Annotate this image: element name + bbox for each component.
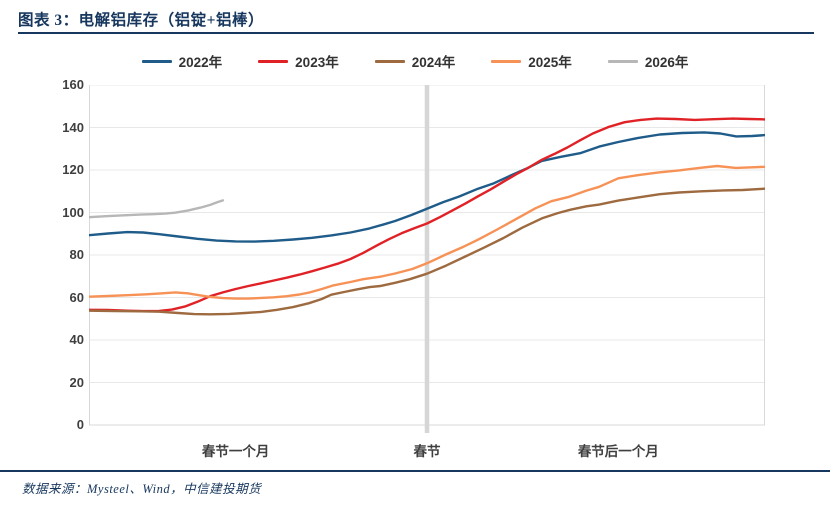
y-tick-80: 80 xyxy=(69,247,84,262)
title-divider xyxy=(18,32,814,35)
legend-label: 2026年 xyxy=(644,55,689,70)
legend-item-2024: 2024年 xyxy=(374,51,456,71)
x-tick-春节一个月: 春节一个月 xyxy=(201,444,270,459)
series-line-2025 xyxy=(89,164,765,300)
legend-label: 2025年 xyxy=(528,55,572,70)
chart-title: 图表 3：电解铝库存（铝锭+铝棒） xyxy=(18,12,264,29)
legend-item-2026: 2026年 xyxy=(607,51,689,71)
legend-swatch-icon xyxy=(141,59,172,63)
y-tick-40: 40 xyxy=(69,332,84,347)
legend-label: 2023年 xyxy=(295,55,339,70)
y-tick-100: 100 xyxy=(62,204,84,220)
legend-item-2025: 2025年 xyxy=(491,51,572,71)
legend-swatch-icon xyxy=(491,59,522,63)
legend-item-2023: 2023年 xyxy=(258,51,339,71)
y-tick-160: 160 xyxy=(62,77,84,92)
legend-label: 2024年 xyxy=(411,55,456,70)
x-tick-春节: 春节 xyxy=(413,444,441,459)
y-tick-20: 20 xyxy=(69,374,84,390)
y-tick-120: 120 xyxy=(62,162,84,177)
line-chart xyxy=(89,85,765,433)
footer-divider xyxy=(0,470,830,472)
y-tick-60: 60 xyxy=(69,289,84,305)
legend-swatch-icon xyxy=(374,59,405,63)
x-tick-春节后一个月: 春节后一个月 xyxy=(577,444,659,459)
legend-item-2022: 2022年 xyxy=(141,51,223,71)
legend-label: 2022年 xyxy=(178,55,223,70)
series-line-2022 xyxy=(89,131,765,243)
y-tick-0: 0 xyxy=(76,417,84,432)
y-tick-140: 140 xyxy=(62,119,84,135)
series-line-2024 xyxy=(89,187,765,316)
series-line-2026 xyxy=(89,199,225,219)
chart-legend: 2022年 2023年 2024年 2025年 2026年 xyxy=(0,51,830,71)
legend-swatch-icon xyxy=(607,59,638,63)
legend-swatch-icon xyxy=(258,59,289,63)
data-source: 数据来源：Mysteel、Wind，中信建投期货 xyxy=(22,482,262,496)
